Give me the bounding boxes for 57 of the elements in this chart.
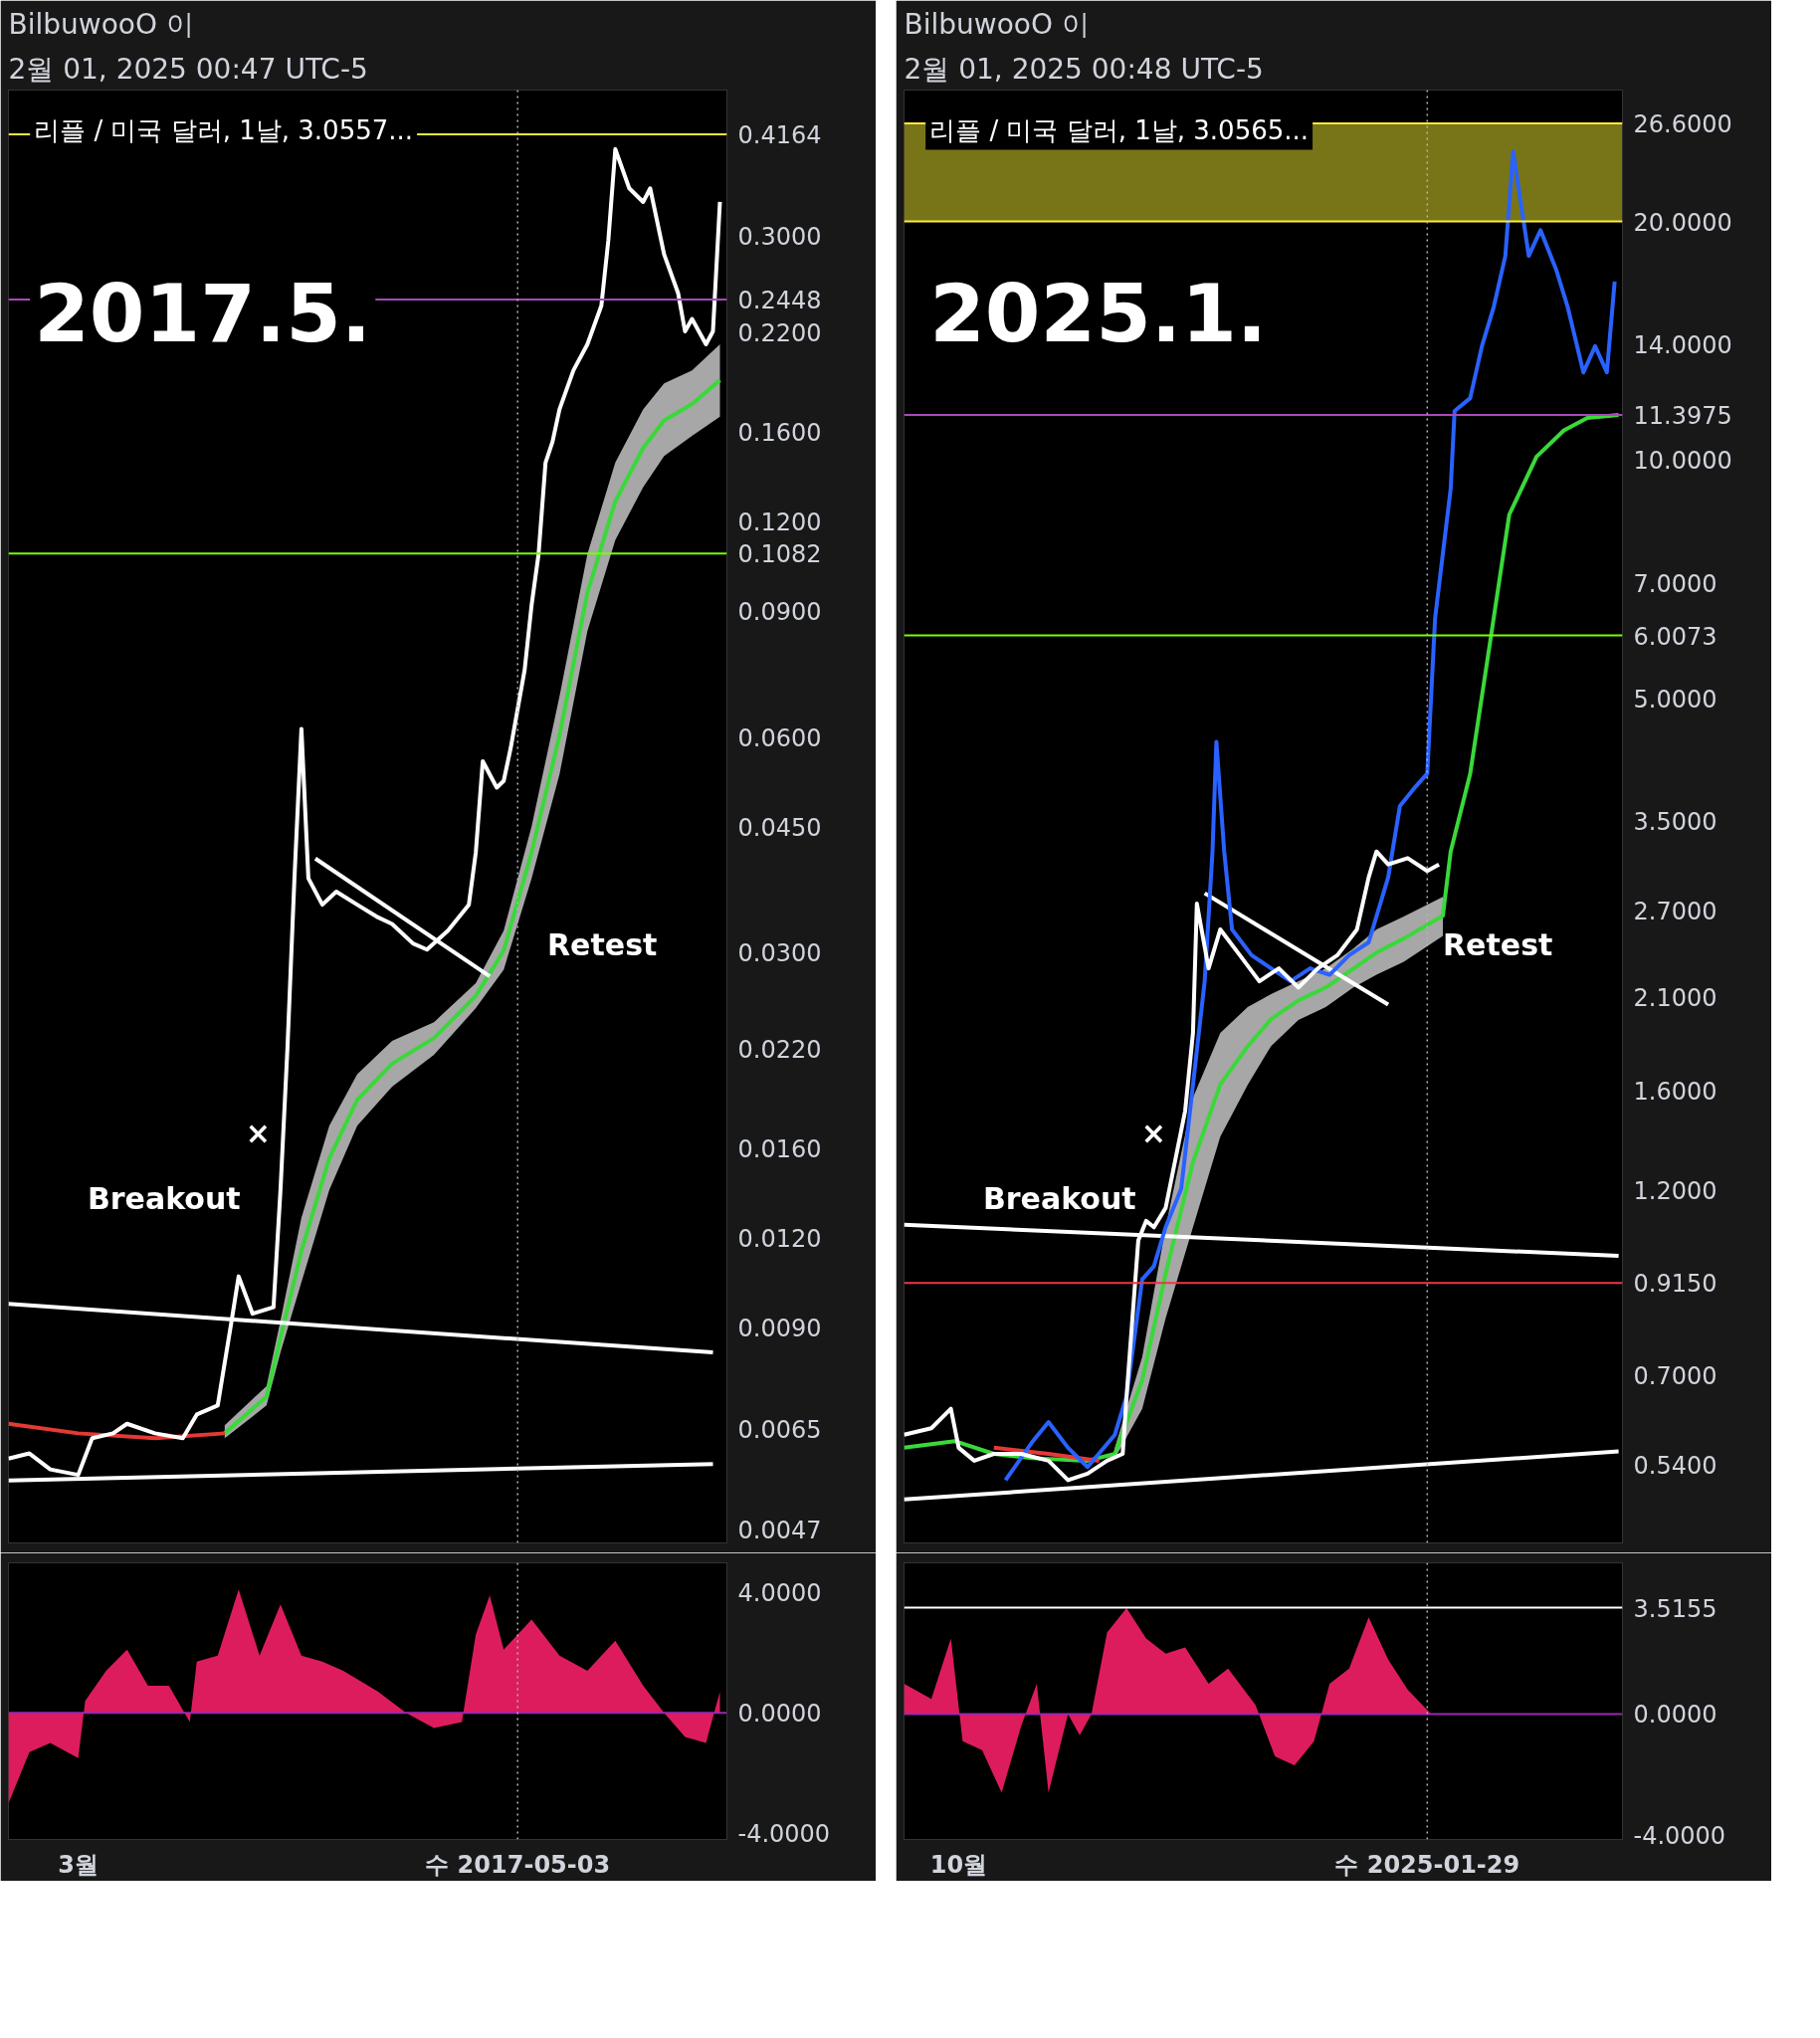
y-tick-label: 0.3000 (737, 223, 822, 252)
y-tick-label: 0.0160 (737, 1134, 822, 1163)
y-tick-label: 0.0000 (1633, 1701, 1718, 1730)
y-tick-label: 10.0000 (1633, 447, 1732, 476)
y-tick-label: 1.2000 (1633, 1176, 1718, 1205)
y-tick-label: 0.0300 (737, 939, 822, 968)
ref-line-label: 0.9150 (1633, 1270, 1718, 1299)
ref-line-label: 20.0000 (1633, 208, 1732, 237)
annotation: Retest (1443, 926, 1553, 962)
ref-line-label: 0.4164 (737, 120, 822, 149)
ref-line-label: 6.0073 (1633, 622, 1718, 651)
annotation: 2017.5. (34, 268, 372, 361)
y-tick-label: 0.1200 (737, 508, 822, 536)
annotation: 2025.1. (929, 268, 1268, 361)
annotation: Breakout (87, 1181, 241, 1216)
annotation: Retest (547, 926, 658, 962)
y-tick-label: 14.0000 (1633, 330, 1732, 359)
y-tick-label: 3.5000 (1633, 808, 1718, 837)
x-tick-label: 수 2025-01-29 (1334, 1850, 1520, 1879)
y-tick-label: 0.0450 (737, 813, 822, 842)
y-tick-label: 0.0220 (737, 1036, 822, 1065)
ref-line-label: 0.1082 (737, 540, 822, 569)
y-tick-label: 0.5400 (1633, 1451, 1718, 1480)
chart-subtitle: 2월 01, 2025 00:47 UTC-5 (8, 52, 368, 86)
chart-title: BilbuwooO 이 (8, 7, 194, 41)
ref-line-label: 0.2448 (737, 287, 822, 315)
y-tick-label: 0.0047 (737, 1516, 822, 1544)
y-tick-label: 2.7000 (1633, 898, 1718, 926)
chart-title: BilbuwooO 이 (904, 7, 1090, 41)
y-tick-label: 0.0600 (737, 723, 822, 752)
ref-line-label: 11.3975 (1633, 402, 1732, 431)
x-tick-label: 3월 (58, 1850, 99, 1879)
annotation: 리플 / 미국 달러, 1날, 3.0557... (34, 115, 414, 146)
y-tick-label: 0.0000 (737, 1700, 822, 1729)
y-tick-label: 0.7000 (1633, 1361, 1718, 1390)
annotation: Breakout (982, 1181, 1136, 1216)
chart-subtitle: 2월 01, 2025 00:48 UTC-5 (904, 52, 1264, 86)
x-tick-label: 10월 (929, 1850, 988, 1879)
y-tick-label: 7.0000 (1633, 569, 1718, 598)
ref-line-label: 26.6000 (1633, 109, 1732, 138)
y-tick-label: 1.6000 (1633, 1078, 1718, 1107)
y-tick-label: 0.0065 (737, 1415, 822, 1444)
y-tick-label: -4.0000 (1633, 1821, 1726, 1850)
y-tick-label: 5.0000 (1633, 686, 1718, 713)
y-tick-label: 4.0000 (737, 1579, 822, 1608)
y-tick-label: 0.0090 (737, 1314, 822, 1342)
y-tick-label: 0.0120 (737, 1224, 822, 1253)
ref-line-label: 3.5155 (1633, 1594, 1718, 1623)
y-tick-label: 2.1000 (1633, 984, 1718, 1013)
x-tick-label: 수 2017-05-03 (425, 1850, 611, 1879)
y-tick-label: 0.2200 (737, 319, 822, 348)
y-tick-label: -4.0000 (737, 1820, 831, 1849)
annotation: 리플 / 미국 달러, 1날, 3.0565... (929, 115, 1310, 146)
y-tick-label: 0.0900 (737, 597, 822, 626)
annotation: × (245, 1116, 271, 1151)
annotation: × (1140, 1116, 1166, 1151)
y-tick-label: 0.1600 (737, 418, 822, 447)
